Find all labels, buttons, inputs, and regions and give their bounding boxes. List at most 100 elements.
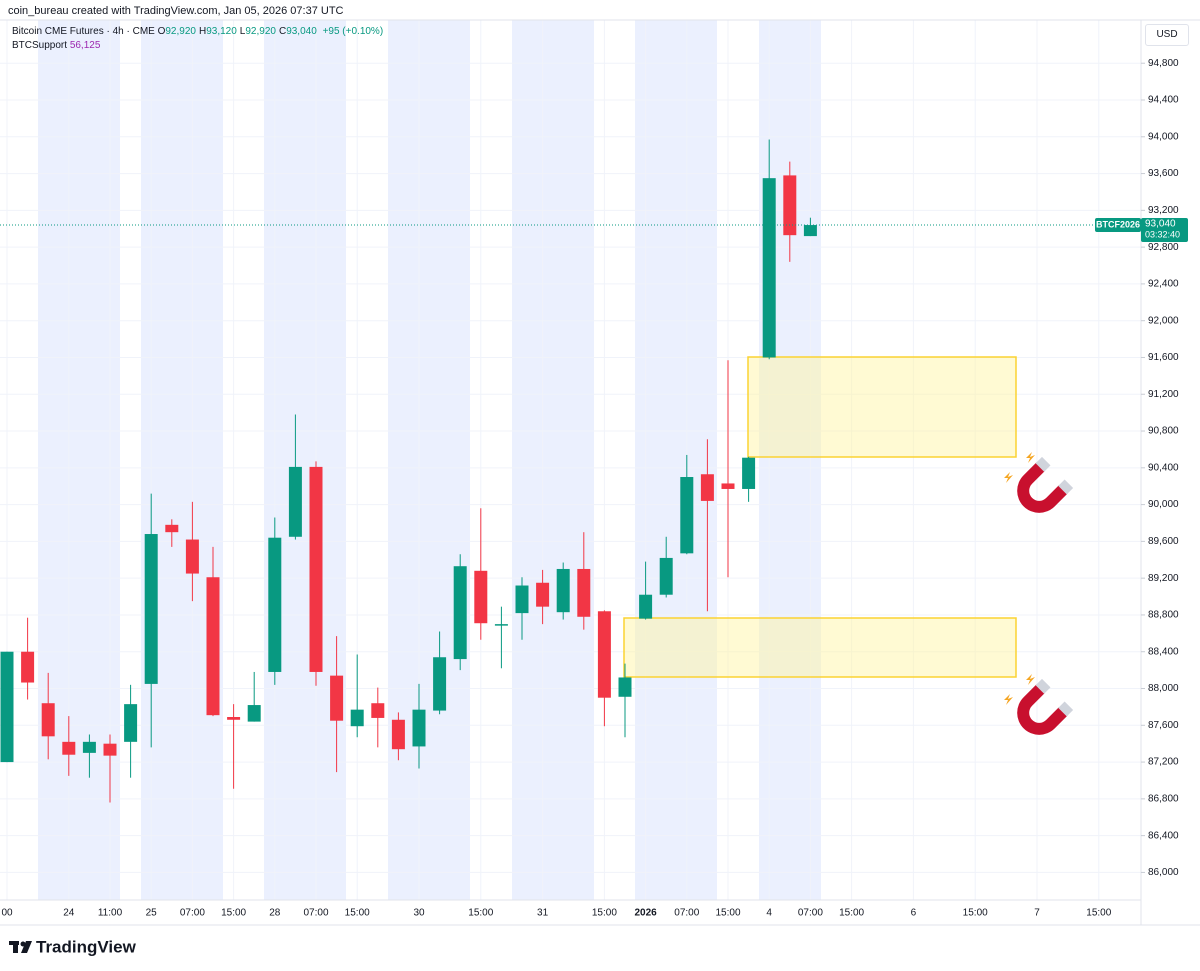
candle-body bbox=[82, 741, 96, 753]
candle-body bbox=[391, 719, 405, 750]
x-tick-label: 07:00 bbox=[798, 908, 823, 919]
candle-body bbox=[288, 466, 302, 537]
x-tick-label: 15:00 bbox=[221, 908, 246, 919]
ohlc-key: O bbox=[157, 26, 166, 37]
candle-body bbox=[577, 568, 591, 617]
session-band bbox=[759, 20, 821, 900]
candle-body bbox=[659, 557, 673, 595]
symbol-badge bbox=[1095, 218, 1141, 233]
candle-body bbox=[700, 474, 714, 501]
y-tick-label: 90,400 bbox=[1148, 462, 1179, 473]
x-tick-label: 15:00 bbox=[963, 908, 988, 919]
session-band bbox=[264, 20, 346, 900]
candle-body bbox=[536, 582, 550, 607]
y-tick-label: 93,600 bbox=[1148, 168, 1179, 179]
price-badge bbox=[1141, 218, 1188, 243]
x-tick-label: 00 bbox=[1, 908, 13, 919]
grid bbox=[0, 20, 1141, 900]
x-tick-label: 28 bbox=[269, 908, 281, 919]
x-tick-label: 15:00 bbox=[839, 908, 864, 919]
y-tick-label: 87,600 bbox=[1148, 720, 1179, 731]
candle-body bbox=[309, 466, 323, 672]
candle-body bbox=[680, 477, 694, 554]
y-tick-label: 94,000 bbox=[1148, 131, 1179, 142]
y-tick-label: 90,000 bbox=[1148, 499, 1179, 510]
indicator-value: 56,125 bbox=[69, 40, 101, 51]
legend-symbol: Bitcoin CME Futures · 4h · CME bbox=[12, 26, 155, 37]
x-tick-label: 07:00 bbox=[180, 908, 205, 919]
ohlc-value: 93,040 bbox=[286, 26, 317, 37]
x-tick-label: 2026 bbox=[634, 908, 657, 919]
y-tick-label: 94,400 bbox=[1148, 95, 1179, 106]
y-tick-label: 90,800 bbox=[1148, 426, 1179, 437]
candle-body bbox=[721, 483, 735, 489]
candle-body bbox=[247, 705, 261, 722]
currency-button[interactable]: USD bbox=[1145, 24, 1189, 46]
candle-body bbox=[206, 577, 220, 716]
candle-body bbox=[124, 704, 138, 742]
x-tick-label: 4 bbox=[766, 908, 772, 919]
brand-logo bbox=[9, 941, 32, 953]
candle-body bbox=[494, 624, 508, 626]
candle-body bbox=[433, 657, 447, 711]
candle-body bbox=[330, 675, 344, 721]
session-band bbox=[388, 20, 470, 900]
legend-change: +95 (+0.10%) bbox=[322, 26, 384, 37]
zone-box bbox=[747, 356, 1017, 458]
candle-body bbox=[515, 585, 529, 614]
y-tick-label: 92,800 bbox=[1148, 242, 1179, 253]
x-tick-label: 7 bbox=[1034, 908, 1040, 919]
session-band bbox=[635, 20, 717, 900]
y-tick-label: 89,200 bbox=[1148, 573, 1179, 584]
logo-part bbox=[13, 941, 18, 953]
x-tick-label: 11:00 bbox=[98, 908, 123, 919]
candles bbox=[0, 139, 817, 803]
x-tick-label: 07:00 bbox=[674, 908, 699, 919]
ohlc-value: 92,920 bbox=[245, 26, 276, 37]
candle-body bbox=[371, 703, 385, 718]
candle-body bbox=[597, 611, 611, 698]
legend: Bitcoin CME Futures · 4h · CME O92,920 H9… bbox=[12, 26, 383, 37]
indicator-legend: BTCSupport 56,125 bbox=[12, 40, 100, 51]
ohlc-key: H bbox=[198, 26, 207, 37]
candle-body bbox=[0, 651, 14, 763]
candle-body bbox=[742, 457, 756, 489]
credit: coin_bureau created with TradingView.com… bbox=[8, 5, 344, 17]
candle-body bbox=[144, 534, 158, 684]
y-tick-label: 88,000 bbox=[1148, 683, 1179, 694]
candle-body bbox=[783, 175, 797, 236]
magnet-body bbox=[1017, 462, 1068, 513]
y-tick-label: 86,400 bbox=[1148, 830, 1179, 841]
session-bands bbox=[38, 20, 821, 900]
candle-body bbox=[41, 703, 55, 737]
x-tick-label: 07:00 bbox=[303, 908, 328, 919]
candle-body bbox=[103, 743, 117, 756]
magnet-tip bbox=[1058, 701, 1074, 717]
candle-body bbox=[350, 709, 364, 727]
candle-body bbox=[556, 568, 570, 613]
y-tick-label: 91,200 bbox=[1148, 389, 1179, 400]
x-tick-label: 30 bbox=[413, 908, 425, 919]
candle-body bbox=[165, 524, 179, 533]
indicator-name: BTCSupport bbox=[12, 40, 68, 51]
candle-body bbox=[618, 677, 632, 697]
candle-body bbox=[639, 594, 653, 619]
price-badge-text: 93,040 bbox=[1145, 219, 1176, 230]
session-band bbox=[512, 20, 594, 900]
x-tick-label: 15:00 bbox=[468, 908, 493, 919]
ohlc-key: C bbox=[278, 26, 287, 37]
candle-body bbox=[227, 717, 241, 720]
session-band bbox=[38, 20, 120, 900]
logo-part bbox=[21, 941, 32, 953]
brand-name: TradingView bbox=[36, 937, 137, 956]
x-tick-label: 6 bbox=[911, 908, 917, 919]
ohlc-value: 93,120 bbox=[206, 26, 237, 37]
y-tick-label: 88,400 bbox=[1148, 646, 1179, 657]
x-tick-label: 25 bbox=[146, 908, 158, 919]
y-tick-label: 94,800 bbox=[1148, 58, 1179, 69]
x-tick-label: 15:00 bbox=[592, 908, 617, 919]
candle-body bbox=[21, 651, 35, 683]
y-tick-label: 88,800 bbox=[1148, 610, 1179, 621]
y-tick-label: 92,400 bbox=[1148, 279, 1179, 290]
session-band bbox=[141, 20, 223, 900]
